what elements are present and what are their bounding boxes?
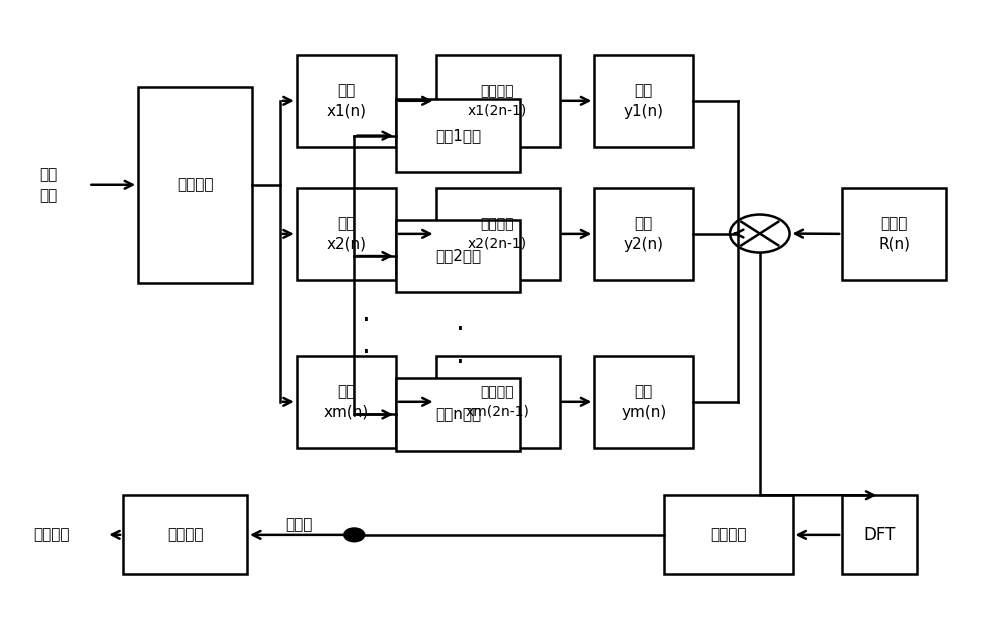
FancyBboxPatch shape <box>594 356 693 447</box>
Text: 信号n频谱: 信号n频谱 <box>435 407 481 422</box>
FancyBboxPatch shape <box>297 356 396 447</box>
FancyBboxPatch shape <box>594 188 693 280</box>
FancyBboxPatch shape <box>436 356 560 447</box>
Text: DFT: DFT <box>863 526 896 544</box>
Text: ·
·: · · <box>362 307 371 367</box>
Text: 信号分割: 信号分割 <box>177 177 213 192</box>
FancyBboxPatch shape <box>138 87 252 283</box>
Text: 信号
ym(n): 信号 ym(n) <box>621 384 666 420</box>
Text: 信号
xm(n): 信号 xm(n) <box>324 384 369 420</box>
FancyBboxPatch shape <box>396 220 520 293</box>
Text: 信号1频谱: 信号1频谱 <box>435 128 481 143</box>
Circle shape <box>344 528 364 541</box>
Text: 模值计算: 模值计算 <box>710 527 746 542</box>
Text: 信号
y2(n): 信号 y2(n) <box>624 216 664 252</box>
Text: 滑动相关: 滑动相关 <box>167 527 203 542</box>
FancyBboxPatch shape <box>436 55 560 147</box>
Text: 信号
x1(n): 信号 x1(n) <box>326 83 366 119</box>
Text: 窗函数
R(n): 窗函数 R(n) <box>878 216 910 252</box>
FancyBboxPatch shape <box>436 188 560 280</box>
Text: 信号转换
x1(2n-1): 信号转换 x1(2n-1) <box>468 84 527 117</box>
Text: 同步结果: 同步结果 <box>34 527 70 542</box>
Text: 信号
y1(n): 信号 y1(n) <box>624 83 664 119</box>
FancyBboxPatch shape <box>297 188 396 280</box>
Text: ·
·: · · <box>456 316 465 377</box>
FancyBboxPatch shape <box>594 55 693 147</box>
Text: 时域
信号: 时域 信号 <box>40 167 58 203</box>
Text: 信号转换
x2(2n-1): 信号转换 x2(2n-1) <box>468 217 527 250</box>
Text: 信号2频谱: 信号2频谱 <box>435 248 481 264</box>
FancyBboxPatch shape <box>842 495 916 575</box>
FancyBboxPatch shape <box>396 378 520 451</box>
Text: 信号
x2(n): 信号 x2(n) <box>326 216 366 252</box>
Text: 时频谱: 时频谱 <box>285 517 312 533</box>
FancyBboxPatch shape <box>297 55 396 147</box>
FancyBboxPatch shape <box>123 495 247 575</box>
FancyBboxPatch shape <box>396 100 520 172</box>
FancyBboxPatch shape <box>842 188 946 280</box>
Text: 信号转换
xm(2n-1): 信号转换 xm(2n-1) <box>466 385 529 419</box>
FancyBboxPatch shape <box>664 495 793 575</box>
